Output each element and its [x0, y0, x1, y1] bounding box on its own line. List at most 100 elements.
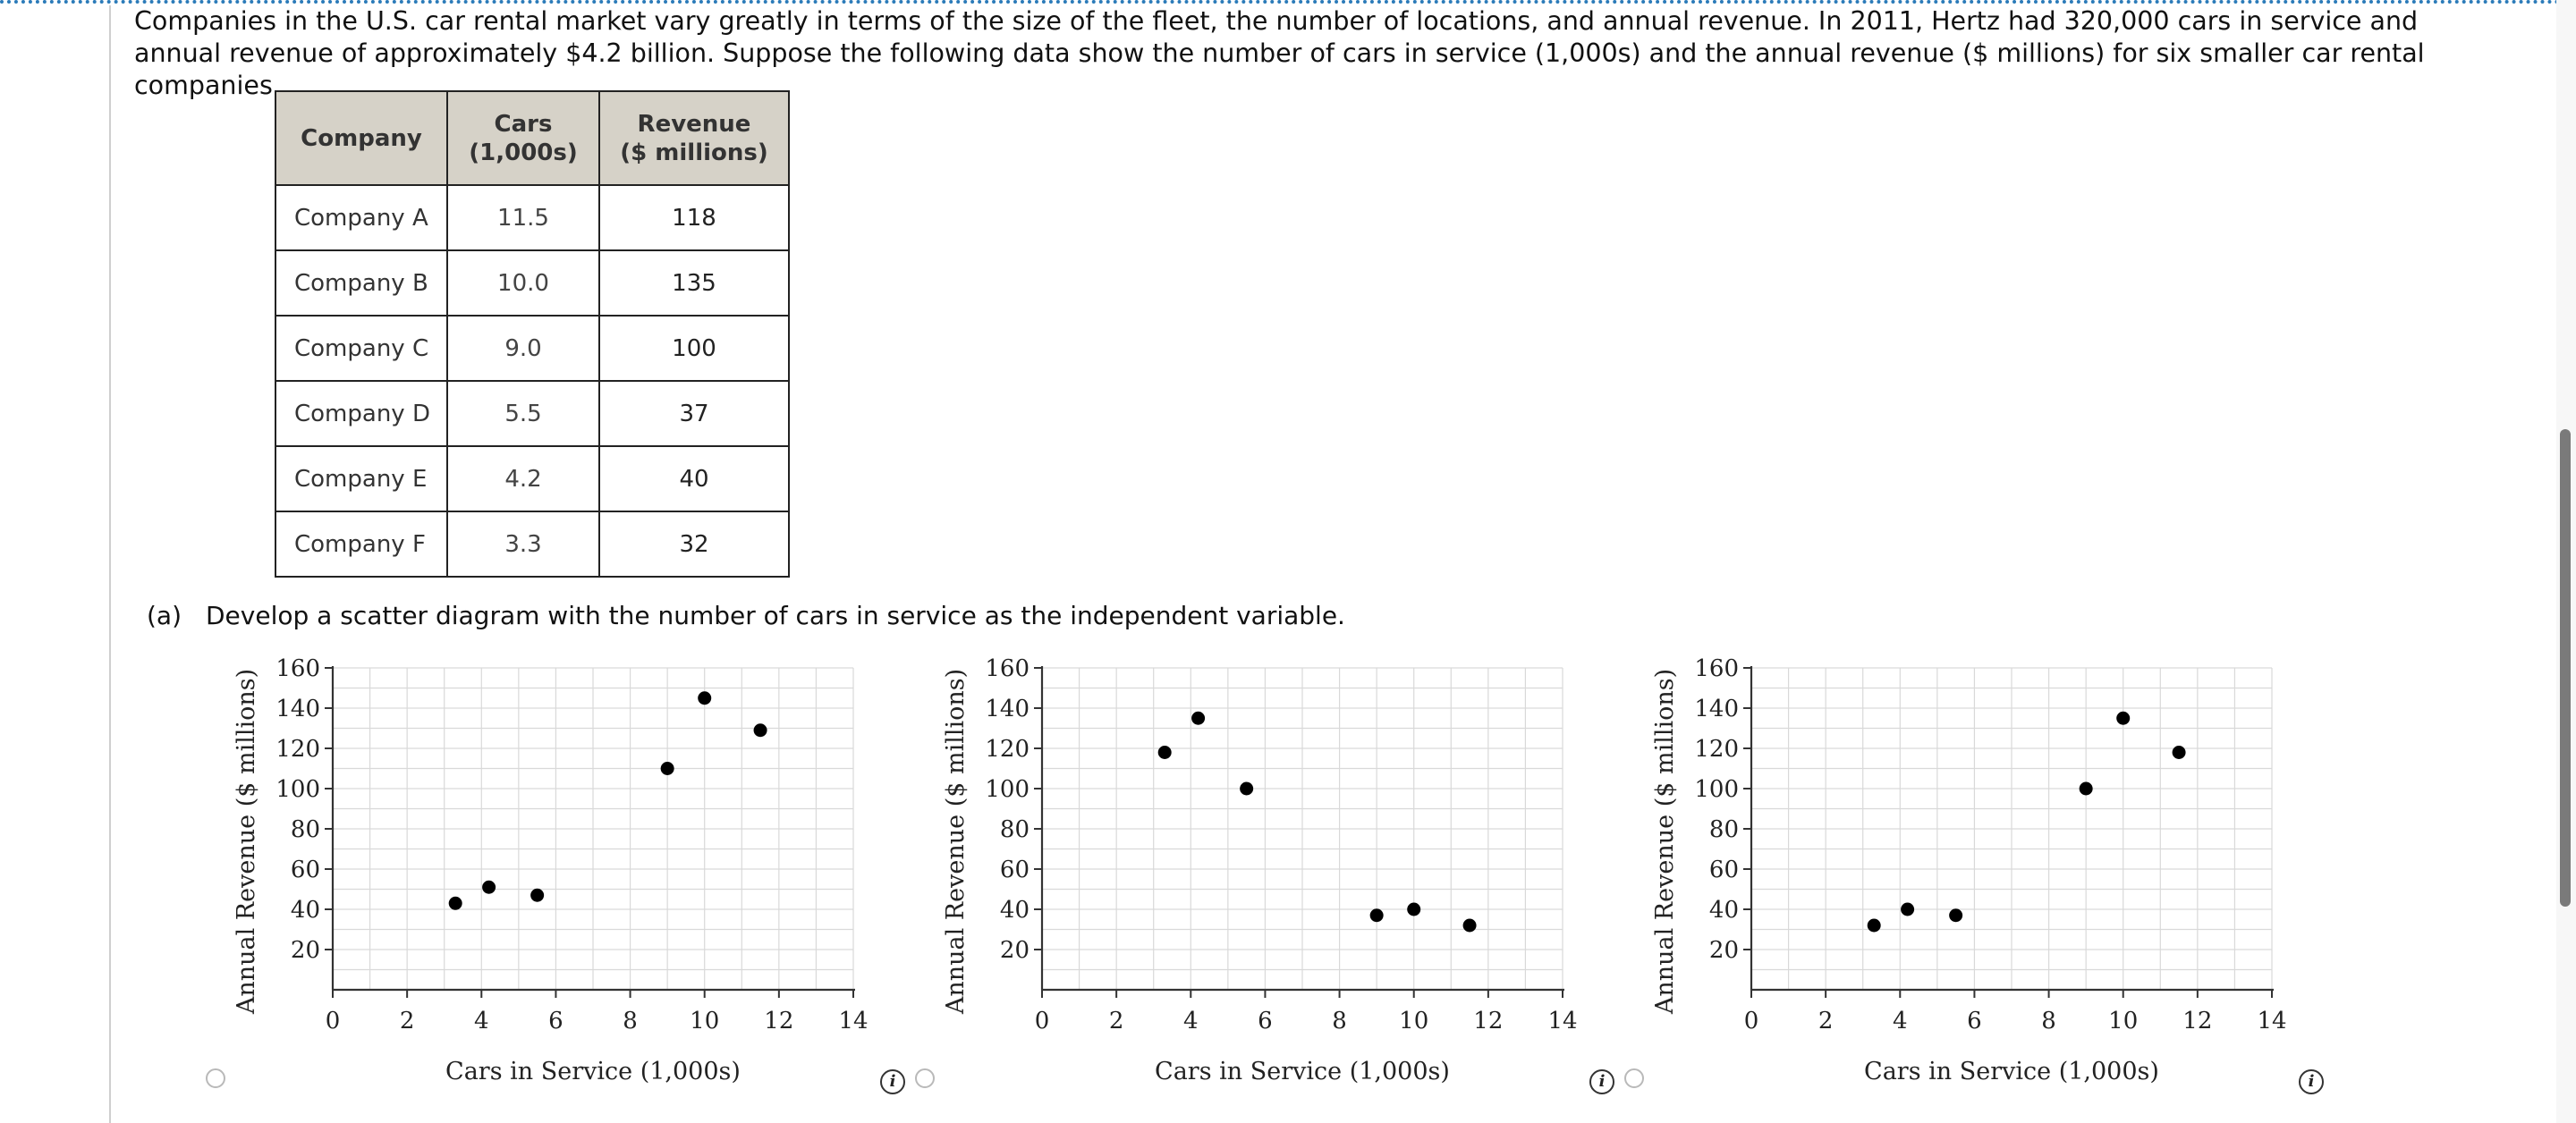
data-point — [1240, 781, 1254, 796]
x-tick-label: 8 — [623, 1008, 638, 1034]
table-row: Company F 3.3 32 — [275, 511, 790, 578]
header-revenue: Revenue ($ millions) — [598, 90, 790, 186]
data-point — [1157, 746, 1172, 759]
x-axis-label: Cars in Service (1,000s) — [445, 1058, 741, 1085]
header-company: Company — [275, 90, 448, 186]
y-tick-label: 40 — [1709, 897, 1739, 924]
y-tick-label: 160 — [275, 655, 320, 682]
y-tick-label: 60 — [1000, 857, 1030, 883]
y-axis-label: Annual Revenue ($ millions) — [942, 669, 970, 1015]
x-tick-label: 2 — [1818, 1008, 1834, 1034]
x-axis-label: Cars in Service (1,000s) — [1864, 1058, 2159, 1085]
data-point — [448, 896, 462, 910]
x-tick-label: 14 — [838, 1008, 868, 1034]
x-tick-label: 14 — [2257, 1008, 2286, 1034]
table-row: Company C 9.0 100 — [275, 315, 790, 382]
x-tick-label: 10 — [2108, 1008, 2138, 1034]
cell-revenue: 40 — [598, 445, 790, 512]
y-tick-label: 40 — [291, 897, 320, 924]
y-tick-label: 140 — [275, 696, 320, 722]
x-tick-label: 2 — [400, 1008, 415, 1034]
y-tick-label: 60 — [291, 857, 320, 883]
cell-company: Company C — [275, 315, 448, 382]
y-tick-label: 80 — [1709, 816, 1739, 843]
scatter-chart-option-2: 20 40 60 80 100 120 140 160 0 2 4 6 8 10 12 14 Cars in S… — [942, 655, 1578, 1085]
data-point — [1901, 902, 1915, 916]
x-tick-label: 4 — [474, 1008, 489, 1034]
data-point — [530, 888, 545, 902]
data-point — [1949, 908, 1963, 923]
y-axis-label: Annual Revenue ($ millions) — [233, 669, 260, 1015]
x-axis-label: Cars in Service (1,000s) — [1155, 1058, 1450, 1085]
problem-intro-text: Companies in the U.S. car rental market … — [134, 6, 2425, 100]
x-tick-label: 4 — [1893, 1008, 1908, 1034]
cell-company: Company F — [275, 511, 448, 578]
y-tick-label: 100 — [1694, 776, 1739, 803]
cell-cars: 4.2 — [446, 445, 600, 512]
table-row: Company E 4.2 40 — [275, 445, 790, 512]
y-tick-label: 120 — [275, 736, 320, 763]
info-icon[interactable]: i — [2299, 1069, 2324, 1094]
info-icon[interactable]: i — [880, 1069, 905, 1094]
data-point — [1407, 902, 1421, 916]
cell-cars: 10.0 — [446, 249, 600, 317]
y-tick-label: 120 — [985, 736, 1030, 763]
cell-cars: 5.5 — [446, 380, 600, 447]
header-revenue-line1: Revenue — [637, 110, 751, 138]
cell-revenue: 37 — [598, 380, 790, 447]
scatter-chart-option-3: 20 40 60 80 100 120 140 160 0 2 4 6 8 10 12 14 Cars in S… — [1651, 655, 2287, 1085]
radio-option-3[interactable] — [1624, 1068, 1644, 1088]
x-tick-label: 10 — [690, 1008, 719, 1034]
header-cars-line1: Cars — [494, 110, 553, 138]
data-point — [2172, 746, 2186, 759]
cell-company: Company E — [275, 445, 448, 512]
x-tick-label: 2 — [1109, 1008, 1124, 1034]
x-tick-label: 0 — [1035, 1008, 1050, 1034]
x-tick-label: 6 — [1967, 1008, 1982, 1034]
radio-option-2[interactable] — [915, 1068, 935, 1088]
y-tick-label: 80 — [291, 816, 320, 843]
y-tick-label: 140 — [985, 696, 1030, 722]
y-tick-label: 160 — [985, 655, 1030, 682]
y-tick-label: 100 — [985, 776, 1030, 803]
y-tick-label: 80 — [1000, 816, 1030, 843]
header-cars: Cars (1,000s) — [446, 90, 600, 186]
radio-option-1[interactable] — [206, 1068, 225, 1088]
part-a-question: (a) Develop a scatter diagram with the nu… — [147, 601, 1345, 630]
part-a-label: (a) — [147, 601, 182, 630]
cell-revenue: 135 — [598, 249, 790, 317]
x-tick-label: 10 — [1399, 1008, 1428, 1034]
data-point — [482, 880, 496, 894]
x-tick-label: 8 — [2041, 1008, 2056, 1034]
data-point — [660, 762, 674, 775]
scrollbar-thumb[interactable] — [2560, 429, 2571, 907]
top-dotted-border — [0, 0, 2576, 4]
scatter-chart-option-1: 20 40 60 80 100 120 140 160 0 2 4 6 8 10 12 14 Cars in S… — [233, 655, 869, 1085]
y-tick-label: 160 — [1694, 655, 1739, 682]
y-tick-label: 20 — [1709, 937, 1739, 964]
x-tick-label: 12 — [2182, 1008, 2212, 1034]
x-tick-label: 4 — [1183, 1008, 1199, 1034]
table-row: Company A 11.5 118 — [275, 184, 790, 251]
cell-revenue: 118 — [598, 184, 790, 251]
cell-cars: 3.3 — [446, 511, 600, 578]
table-header-row: Company Cars (1,000s) Revenue ($ million… — [275, 90, 790, 186]
x-tick-label: 14 — [1547, 1008, 1577, 1034]
y-axis-label: Annual Revenue ($ millions) — [1651, 669, 1679, 1015]
y-tick-label: 140 — [1694, 696, 1739, 722]
x-tick-label: 0 — [1744, 1008, 1759, 1034]
x-tick-label: 12 — [764, 1008, 793, 1034]
x-tick-label: 6 — [1258, 1008, 1273, 1034]
data-point — [698, 691, 712, 705]
data-table: Company Cars (1,000s) Revenue ($ million… — [275, 90, 790, 578]
data-point — [1369, 908, 1384, 923]
data-point — [1191, 711, 1206, 725]
x-tick-label: 12 — [1473, 1008, 1503, 1034]
info-icon[interactable]: i — [1589, 1069, 1614, 1094]
data-point — [1867, 918, 1881, 933]
cell-cars: 11.5 — [446, 184, 600, 251]
cell-cars: 9.0 — [446, 315, 600, 382]
y-tick-label: 20 — [291, 937, 320, 964]
y-tick-label: 40 — [1000, 897, 1030, 924]
part-a-prompt: Develop a scatter diagram with the numbe… — [206, 601, 1345, 630]
